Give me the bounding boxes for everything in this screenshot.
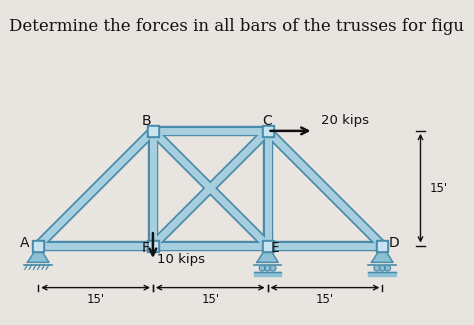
Text: 15': 15' <box>316 293 334 306</box>
Text: 20 kips: 20 kips <box>321 114 369 127</box>
Polygon shape <box>372 246 393 262</box>
Text: 15': 15' <box>429 182 448 195</box>
Text: 10 kips: 10 kips <box>157 253 205 266</box>
Circle shape <box>385 265 391 271</box>
Polygon shape <box>27 246 49 262</box>
Text: A: A <box>20 236 29 250</box>
Text: B: B <box>142 114 152 128</box>
Circle shape <box>374 265 380 271</box>
Text: 15': 15' <box>201 293 219 306</box>
Text: E: E <box>271 241 280 255</box>
Text: 15': 15' <box>86 293 105 306</box>
Circle shape <box>259 265 265 271</box>
Text: C: C <box>263 114 273 128</box>
Circle shape <box>379 265 385 271</box>
Polygon shape <box>254 272 282 276</box>
Polygon shape <box>257 246 278 262</box>
Polygon shape <box>368 272 396 276</box>
Circle shape <box>270 265 276 271</box>
Text: D: D <box>388 236 399 250</box>
Text: Determine the forces in all bars of the trusses for figu: Determine the forces in all bars of the … <box>9 18 465 35</box>
Circle shape <box>264 265 271 271</box>
Text: F: F <box>141 241 149 255</box>
